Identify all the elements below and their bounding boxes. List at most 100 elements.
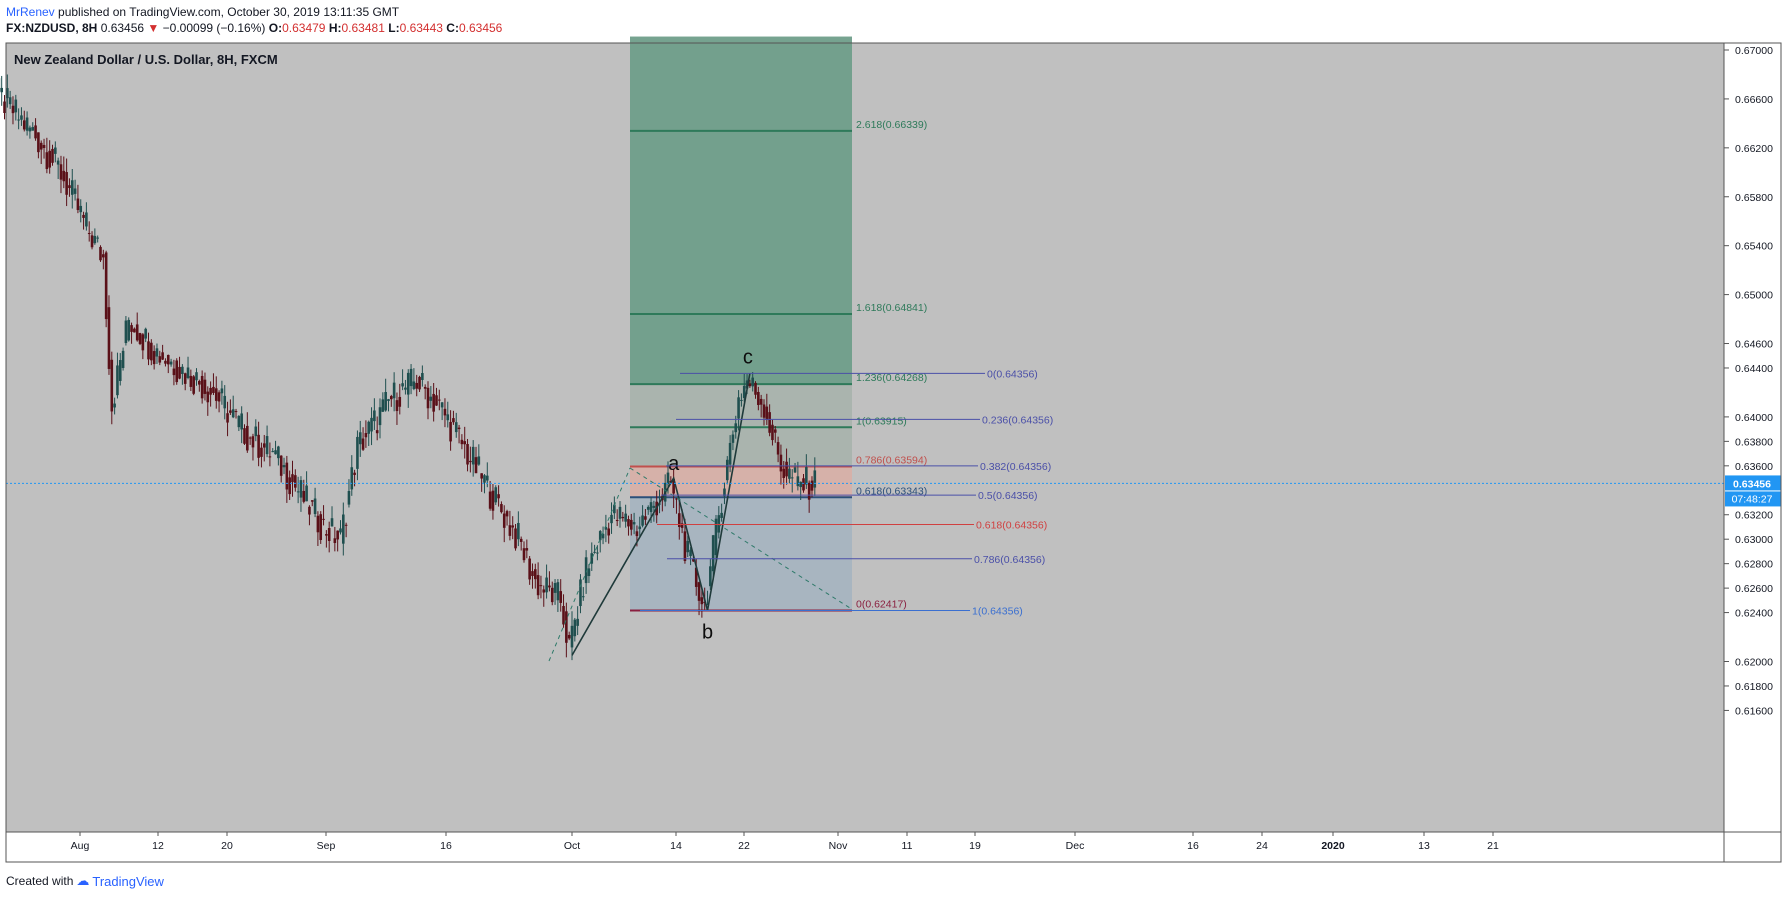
y-tick-label: 0.64000 <box>1735 412 1773 424</box>
candle-body <box>39 142 43 150</box>
candle-body <box>813 470 817 488</box>
y-tick-label: 0.65000 <box>1735 290 1773 302</box>
candle-body <box>785 461 788 477</box>
close-label: C: <box>446 21 459 35</box>
candle-body <box>505 511 509 517</box>
fib-extension-label: 0.786(0.63594) <box>856 455 927 467</box>
candle-body <box>576 618 579 626</box>
x-tick-label: 21 <box>1487 840 1499 852</box>
plot-area[interactable] <box>6 43 1724 832</box>
candle-body <box>237 415 241 428</box>
candle-body <box>90 235 94 248</box>
candle-body <box>725 459 729 481</box>
candle-body <box>519 538 523 542</box>
candle-body <box>370 417 373 432</box>
candle-body <box>164 360 167 364</box>
author-link[interactable]: MrRenev <box>6 5 55 19</box>
candle-body <box>135 324 139 341</box>
candle-body <box>638 526 642 530</box>
tradingview-link[interactable]: TradingView <box>92 873 164 889</box>
candle-body <box>454 422 458 433</box>
candle-body <box>418 376 421 390</box>
candle-body <box>675 498 678 500</box>
candle-body <box>672 478 675 494</box>
x-tick-label: Oct <box>564 840 580 852</box>
candle-body <box>384 392 387 411</box>
y-tick-label: 0.62400 <box>1735 608 1773 620</box>
candle-body <box>294 475 297 488</box>
time-axis[interactable] <box>6 832 1781 862</box>
candle-body <box>700 597 704 605</box>
candle-body <box>627 519 630 527</box>
candle-body <box>147 341 150 360</box>
x-tick-label: 2020 <box>1321 840 1345 852</box>
candle-body <box>14 99 18 113</box>
y-tick-label: 0.65800 <box>1735 192 1773 204</box>
candle-body <box>102 254 105 258</box>
candle-body <box>183 373 187 384</box>
y-tick-label: 0.61800 <box>1735 681 1773 693</box>
candle-body <box>446 414 450 421</box>
candle-body <box>632 522 636 525</box>
candle-body <box>598 531 602 541</box>
y-tick-label: 0.63800 <box>1735 436 1773 448</box>
high-value: 0.63481 <box>341 21 385 35</box>
candle-body <box>313 498 317 515</box>
candle-body <box>302 490 306 502</box>
candle-body <box>723 488 726 497</box>
candle-body <box>757 391 760 406</box>
candle-body <box>570 625 574 648</box>
candle-body <box>172 368 176 376</box>
candle-body <box>728 442 732 465</box>
candle-body <box>217 392 221 402</box>
candle-body <box>22 120 26 130</box>
candle-body <box>87 232 91 235</box>
candle-body <box>759 398 763 405</box>
candle-body <box>618 506 622 519</box>
x-tick-label: 11 <box>902 840 913 852</box>
fib-extension-label: 0(0.62417) <box>856 599 907 611</box>
y-tick-label: 0.65400 <box>1735 241 1773 253</box>
candle-body <box>223 395 227 409</box>
candle-body <box>773 429 777 433</box>
candle-body <box>59 164 63 180</box>
candle-body <box>158 356 162 363</box>
candle-body <box>68 185 71 189</box>
x-tick-label: 20 <box>221 840 233 852</box>
candle-body <box>697 582 701 601</box>
candle-body <box>285 462 289 490</box>
fib-extension-band <box>630 497 852 611</box>
candle-body <box>579 579 582 607</box>
x-tick-label: 13 <box>1418 840 1430 852</box>
last-price: 0.63456 <box>100 21 145 35</box>
candle-body <box>742 385 746 399</box>
price-axis[interactable] <box>1724 43 1781 832</box>
candle-body <box>206 391 210 403</box>
candle-body <box>480 473 483 479</box>
candle-body <box>342 514 345 544</box>
candle-body <box>452 418 455 423</box>
down-arrow-icon: ▼ <box>147 21 160 35</box>
candle-body <box>438 399 441 401</box>
y-tick-label: 0.62600 <box>1735 583 1773 595</box>
candle-body <box>613 504 616 514</box>
close-value: 0.63456 <box>458 21 503 35</box>
candle-body <box>768 412 771 433</box>
candle-body <box>330 518 334 527</box>
candle-body <box>296 491 300 493</box>
candle-body <box>457 427 461 430</box>
candle-body <box>488 491 492 509</box>
candle-body <box>186 367 190 379</box>
fib-extension-label: 1(0.63915) <box>856 415 907 427</box>
candle-body <box>466 444 469 465</box>
fib-extension-label: 0.618(0.63343) <box>856 485 927 497</box>
symbol-label: FX:NZDUSD, 8H <box>6 21 98 35</box>
y-tick-label: 0.67000 <box>1735 45 1773 57</box>
candle-body <box>779 454 783 472</box>
candle-body <box>113 403 116 408</box>
candle-body <box>268 456 272 458</box>
fib-extension-label: 1.236(0.64268) <box>856 372 927 384</box>
low-value: 0.63443 <box>399 21 443 35</box>
candle-body <box>339 528 342 533</box>
